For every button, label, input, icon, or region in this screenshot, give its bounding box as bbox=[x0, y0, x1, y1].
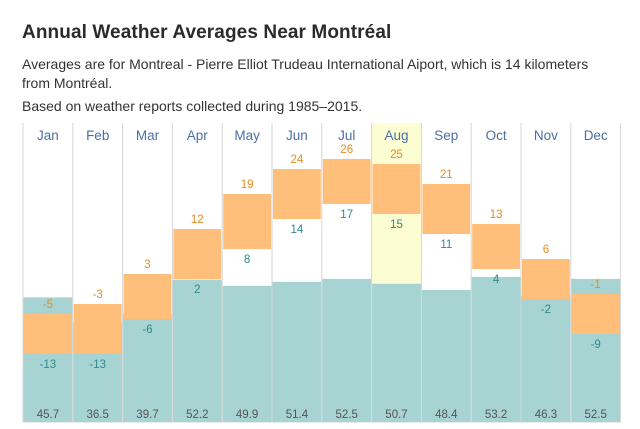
low-temp-label-oct: 4 bbox=[493, 274, 500, 286]
month-label-feb: Feb bbox=[86, 128, 109, 143]
precip-value-label-jun: 51.4 bbox=[286, 409, 309, 421]
low-temp-label-may: 8 bbox=[244, 254, 250, 266]
high-temp-label-jan: -5 bbox=[43, 299, 53, 311]
precip-bar-mar bbox=[123, 313, 172, 422]
precip-value-label-jan: 45.7 bbox=[37, 409, 59, 421]
low-temp-label-apr: 2 bbox=[194, 284, 200, 296]
precip-bar-jun bbox=[272, 281, 322, 422]
month-label-nov: Nov bbox=[534, 128, 558, 143]
precip-value-label-dec: 52.5 bbox=[585, 409, 607, 421]
precip-value-label-feb: 36.5 bbox=[87, 409, 109, 421]
precip-value-label-sep: 48.4 bbox=[435, 409, 458, 421]
temp-range-bar-jun bbox=[273, 169, 321, 219]
label-layer: Jan -5 -13 45.7 Feb -3 -13 36.5 Mar 3 -6 39.7 Apr 12 2… bbox=[37, 128, 608, 421]
month-label-sep: Sep bbox=[434, 128, 458, 143]
month-label-oct: Oct bbox=[486, 128, 507, 143]
precip-bar-may bbox=[222, 285, 272, 422]
temp-range-bar-oct bbox=[472, 224, 520, 269]
precip-value-label-aug: 50.7 bbox=[385, 409, 407, 421]
page-description: Averages are for Montreal - Pierre Ellio… bbox=[22, 56, 589, 91]
high-temp-label-apr: 12 bbox=[191, 214, 204, 226]
low-temp-label-feb: -13 bbox=[89, 359, 106, 371]
precip-bar-sep bbox=[421, 290, 471, 422]
high-temp-label-jun: 24 bbox=[291, 154, 304, 166]
temp-range-bar-may bbox=[223, 194, 271, 249]
precip-value-label-oct: 53.2 bbox=[485, 409, 507, 421]
precip-value-label-mar: 39.7 bbox=[136, 409, 158, 421]
high-temp-label-sep: 21 bbox=[440, 169, 453, 181]
low-temp-label-mar: -6 bbox=[142, 324, 152, 336]
low-temp-label-nov: -2 bbox=[541, 304, 551, 316]
month-label-may: May bbox=[234, 128, 260, 143]
month-label-mar: Mar bbox=[136, 128, 160, 143]
temp-range-bar-mar bbox=[123, 274, 172, 319]
precip-bar-apr bbox=[172, 279, 222, 422]
high-temp-label-oct: 13 bbox=[490, 209, 503, 221]
temp-layer bbox=[24, 159, 620, 354]
temp-range-bar-nov bbox=[522, 259, 570, 299]
month-label-aug: Aug bbox=[384, 128, 408, 143]
precip-value-label-may: 49.9 bbox=[236, 409, 258, 421]
high-temp-label-dec: -1 bbox=[591, 279, 601, 291]
low-temp-label-jun: 14 bbox=[291, 224, 304, 236]
precip-value-label-nov: 46.3 bbox=[535, 409, 557, 421]
low-temp-label-aug: 15 bbox=[390, 219, 403, 231]
low-temp-label-dec: -9 bbox=[591, 339, 601, 351]
precip-bar-nov bbox=[521, 295, 571, 422]
temp-range-bar-sep bbox=[422, 184, 471, 234]
high-temp-label-feb: -3 bbox=[93, 289, 103, 301]
month-label-dec: Dec bbox=[584, 128, 608, 143]
low-temp-label-jan: -13 bbox=[40, 359, 57, 371]
high-temp-label-may: 19 bbox=[241, 179, 254, 191]
page-title: Annual Weather Averages Near Montréal bbox=[22, 22, 392, 43]
high-temp-label-mar: 3 bbox=[144, 259, 150, 271]
temp-range-bar-dec bbox=[571, 294, 620, 334]
temp-range-bar-jul bbox=[322, 159, 371, 204]
high-temp-label-jul: 26 bbox=[340, 144, 353, 156]
precip-bar-oct bbox=[471, 276, 521, 422]
month-label-jan: Jan bbox=[37, 128, 59, 143]
high-temp-label-nov: 6 bbox=[543, 244, 549, 256]
month-label-jul: Jul bbox=[338, 128, 355, 143]
low-temp-label-jul: 17 bbox=[340, 209, 353, 221]
temp-range-bar-apr bbox=[173, 229, 222, 279]
temp-range-bar-aug bbox=[372, 164, 421, 214]
month-label-jun: Jun bbox=[286, 128, 308, 143]
month-label-apr: Apr bbox=[187, 128, 209, 143]
temp-range-bar-jan bbox=[24, 314, 72, 354]
low-temp-label-sep: 11 bbox=[440, 239, 452, 251]
precip-value-label-jul: 52.5 bbox=[336, 409, 358, 421]
precip-value-label-apr: 52.2 bbox=[186, 409, 208, 421]
grid-layer bbox=[22, 123, 622, 423]
precip-bar-jul bbox=[322, 278, 372, 422]
temp-range-bar-feb bbox=[73, 304, 122, 354]
data-basis-note: Based on weather reports collected durin… bbox=[22, 98, 363, 114]
high-temp-label-aug: 25 bbox=[390, 149, 403, 161]
precip-bar-aug bbox=[372, 283, 421, 422]
